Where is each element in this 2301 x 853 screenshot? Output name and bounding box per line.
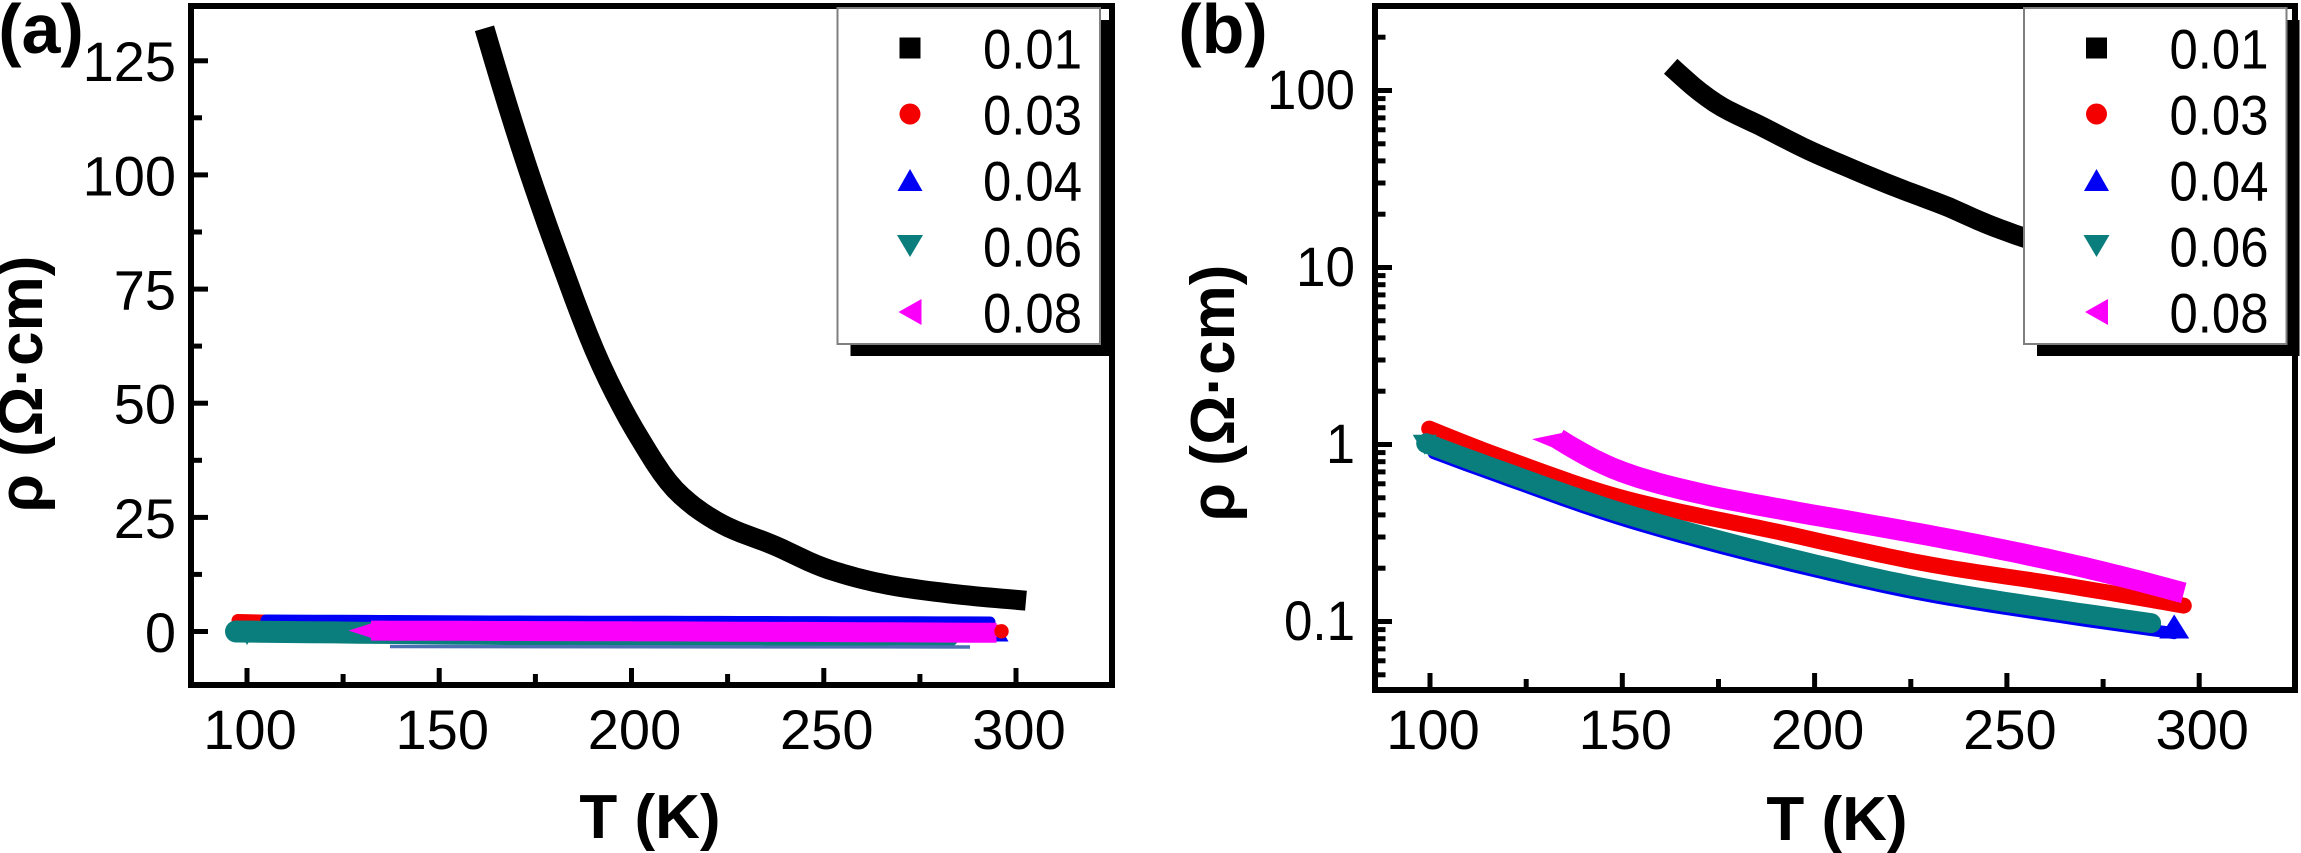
svg-text:250: 250: [1963, 698, 2056, 761]
svg-text:300: 300: [972, 698, 1065, 761]
svg-text:250: 250: [780, 698, 873, 761]
svg-text:125: 125: [83, 30, 176, 93]
svg-text:0.04: 0.04: [983, 149, 1082, 212]
svg-text:ρ (Ω·cm): ρ (Ω·cm): [1179, 265, 1248, 522]
svg-text:200: 200: [1771, 698, 1864, 761]
svg-text:T (K): T (K): [1766, 785, 1907, 853]
svg-text:50: 50: [114, 373, 176, 436]
svg-text:0.08: 0.08: [983, 281, 1082, 344]
svg-text:0.1: 0.1: [1284, 589, 1355, 652]
svg-text:0: 0: [145, 601, 176, 664]
svg-text:T (K): T (K): [579, 783, 720, 852]
svg-text:0.03: 0.03: [2170, 83, 2269, 146]
svg-text:150: 150: [1579, 698, 1672, 761]
svg-text:0.08: 0.08: [2170, 281, 2269, 344]
svg-text:0.01: 0.01: [983, 17, 1082, 80]
svg-text:150: 150: [396, 698, 489, 761]
svg-text:10: 10: [1296, 235, 1355, 298]
svg-text:0.04: 0.04: [2170, 149, 2269, 212]
svg-text:0.01: 0.01: [2170, 17, 2269, 80]
svg-text:100: 100: [203, 698, 296, 761]
svg-text:0.03: 0.03: [983, 83, 1082, 146]
svg-text:75: 75: [114, 259, 176, 322]
svg-text:200: 200: [588, 698, 681, 761]
svg-text:100: 100: [1267, 58, 1355, 121]
svg-text:100: 100: [1386, 698, 1479, 761]
svg-text:1: 1: [1326, 412, 1355, 475]
svg-text:300: 300: [2155, 698, 2248, 761]
svg-text:100: 100: [83, 144, 176, 207]
svg-text:ρ (Ω·cm): ρ (Ω·cm): [0, 256, 56, 513]
svg-text:(a): (a): [0, 0, 84, 68]
svg-text:(b): (b): [1178, 0, 1267, 68]
svg-text:0.06: 0.06: [2170, 215, 2269, 278]
svg-text:0.06: 0.06: [983, 215, 1082, 278]
svg-text:25: 25: [114, 487, 176, 550]
